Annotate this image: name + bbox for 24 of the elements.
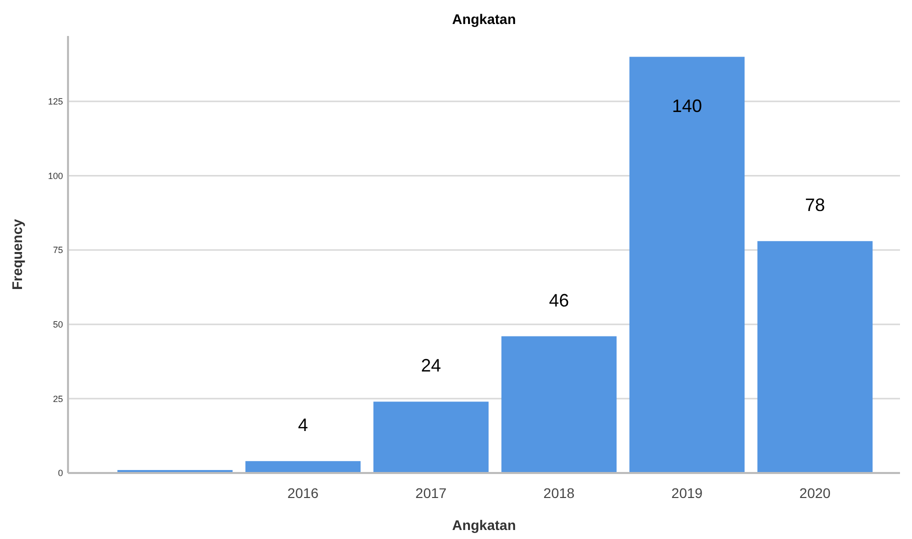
x-tick-label: 2016 bbox=[287, 485, 319, 501]
data-label: 78 bbox=[804, 195, 826, 216]
data-label: 4 bbox=[298, 415, 308, 436]
x-tick-label: 2018 bbox=[543, 485, 575, 501]
x-tick-label: 2020 bbox=[799, 485, 831, 501]
x-axis-title: Angkatan bbox=[452, 517, 516, 533]
y-tick-label: 125 bbox=[48, 96, 63, 107]
x-tick-label: 2019 bbox=[671, 485, 703, 501]
y-axis-title: Frequency bbox=[9, 218, 25, 290]
x-tick-label: 2017 bbox=[415, 485, 447, 501]
bar bbox=[501, 336, 617, 473]
data-label: 24 bbox=[420, 356, 442, 376]
y-tick-label: 100 bbox=[48, 170, 63, 181]
bar bbox=[245, 461, 361, 473]
data-label: 46 bbox=[548, 290, 570, 310]
chart-title: Angkatan bbox=[452, 11, 516, 27]
bar bbox=[757, 241, 873, 473]
y-tick-label: 75 bbox=[52, 245, 63, 256]
y-tick-label: 25 bbox=[52, 394, 63, 404]
y-tick-label: 0 bbox=[58, 468, 63, 478]
bar bbox=[373, 402, 489, 473]
data-label: 140 bbox=[672, 96, 702, 116]
bar bbox=[629, 56, 745, 473]
y-tick-label: 50 bbox=[52, 320, 63, 330]
